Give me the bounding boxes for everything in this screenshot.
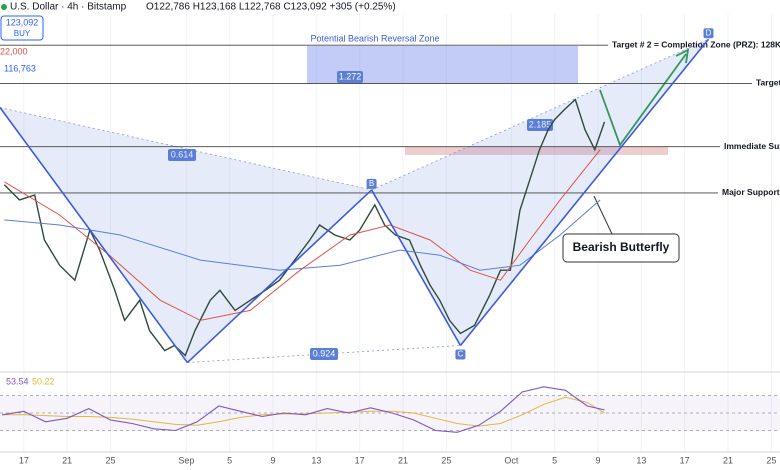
x-tick-label: 25 <box>441 455 451 465</box>
x-tick-label: 21 <box>723 455 733 465</box>
pattern-point-label: D <box>706 28 712 37</box>
ratio-box <box>337 71 363 83</box>
rsi-value: 53.54 <box>6 376 29 386</box>
ratio-label: 0.614 <box>171 149 194 159</box>
support-zone <box>405 147 668 155</box>
callout-box <box>562 233 680 263</box>
level-label: Target <box>756 78 780 88</box>
pattern-point <box>703 28 714 39</box>
ma-value: 22,000 <box>0 46 28 56</box>
x-tick-label: 9 <box>270 455 275 465</box>
projection-arrow <box>599 48 690 147</box>
pattern-point-label: C <box>458 350 464 359</box>
x-tick-label: 21 <box>62 455 72 465</box>
ratio-label: 2.185 <box>529 119 552 129</box>
ohlc: O122,786 H123,168 L122,768 C123,092 +305… <box>146 2 396 13</box>
x-tick-label: Sep <box>178 455 194 465</box>
rsi-line <box>2 386 605 433</box>
x-tick-label: 9 <box>595 455 600 465</box>
buy-button[interactable] <box>0 15 44 41</box>
x-tick-label: 25 <box>105 455 115 465</box>
level-label: Immediate Sup <box>724 141 780 151</box>
moving-average <box>4 199 601 271</box>
x-tick-label: 17 <box>355 455 365 465</box>
x-tick-label: 25 <box>766 455 776 465</box>
x-tick-label: 13 <box>311 455 321 465</box>
x-tick-label: 17 <box>19 455 29 465</box>
pattern-dotted <box>187 345 461 363</box>
ma-value: 116,763 <box>4 63 36 73</box>
x-tick-label: 21 <box>398 455 408 465</box>
price-line <box>3 98 606 357</box>
pattern-point-label: B <box>369 179 374 188</box>
buy-label[interactable]: BUY <box>14 29 31 38</box>
x-tick-label: 5 <box>227 455 232 465</box>
x-tick-label: 13 <box>636 455 646 465</box>
symbol: U.S. Dollar · 4h · Bitstamp <box>10 2 127 13</box>
x-tick-label: 17 <box>680 455 690 465</box>
zone-label: Potential Bearish Reversal Zone <box>310 33 439 43</box>
rsi-ma-line <box>2 396 605 427</box>
pattern-name: Bearish Butterfly <box>573 240 670 254</box>
rsi-ma-value: 50.22 <box>32 376 55 386</box>
pattern-fill <box>0 107 372 363</box>
pattern-dotted <box>0 107 372 191</box>
pattern-leg <box>186 189 373 364</box>
pattern-leg <box>0 107 189 364</box>
pattern-point <box>455 349 466 360</box>
ratio-label: 0.924 <box>313 348 336 358</box>
status-dot <box>1 4 7 10</box>
buy-price[interactable]: 123,092 <box>6 17 39 27</box>
ratio-label: 1.272 <box>339 71 362 81</box>
ratio-box <box>527 119 553 131</box>
pattern-leg <box>459 38 710 346</box>
pattern-fill <box>371 39 709 346</box>
moving-average <box>4 149 601 321</box>
ratio-box <box>168 149 196 161</box>
pattern-dotted <box>371 38 709 191</box>
pattern-leg <box>370 189 462 346</box>
level-label: Target # 2 = Completion Zone (PRZ): 128K… <box>612 39 780 49</box>
x-tick-label: 5 <box>552 455 557 465</box>
pattern-point <box>366 178 377 189</box>
level-label: Major Support <box>722 187 780 197</box>
x-tick-label: Oct <box>504 455 519 465</box>
